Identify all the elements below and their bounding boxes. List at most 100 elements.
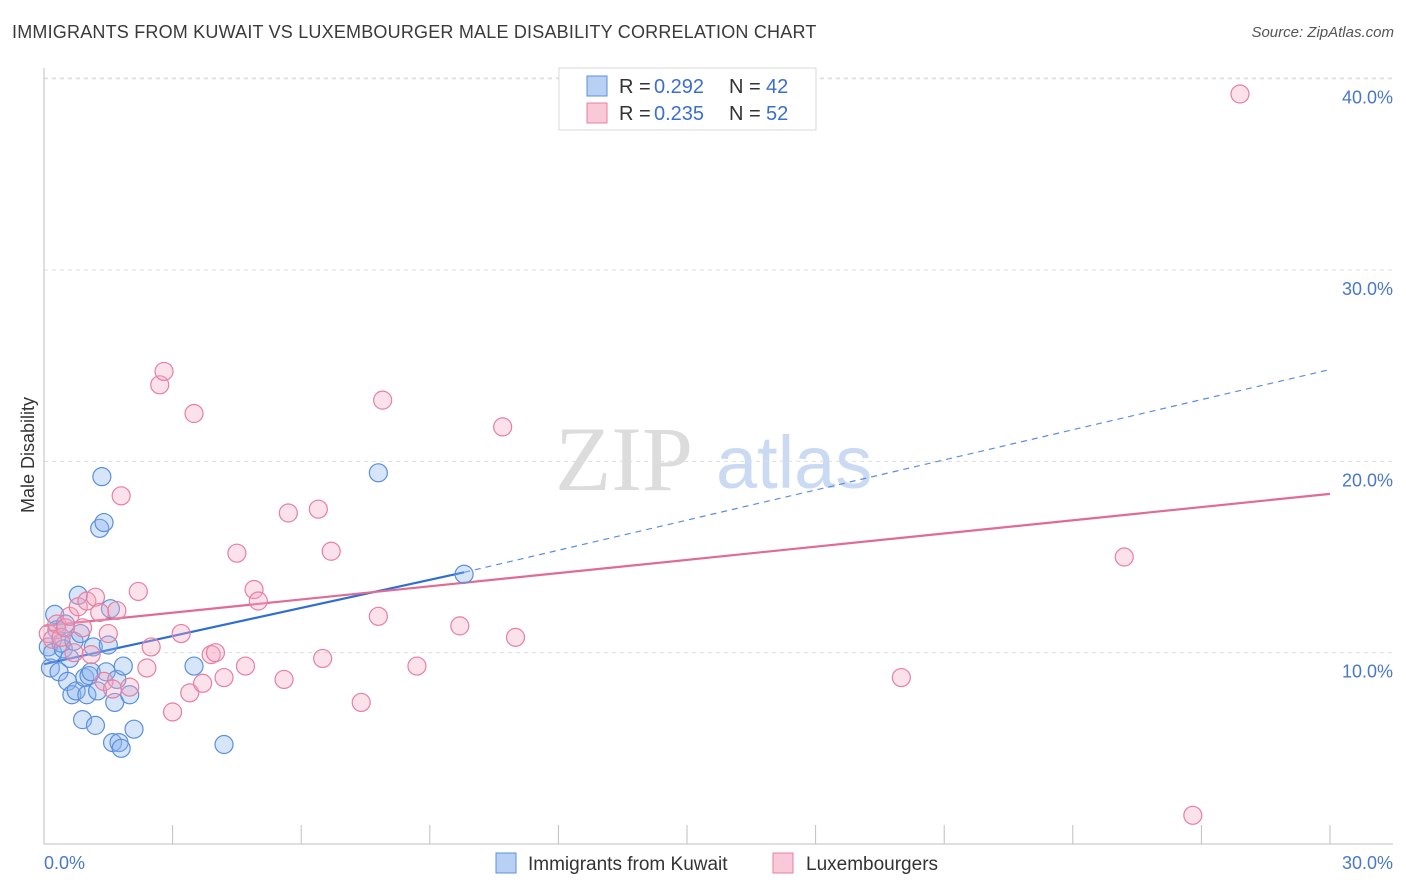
kuwait-point <box>96 662 116 682</box>
luxembourger-point <box>308 499 328 519</box>
tick-labels: 10.0% 20.0% 30.0% 40.0% 0.0% 30.0% <box>44 88 1393 873</box>
legend-bottom-lux-swatch <box>772 852 794 874</box>
chart-title: IMMIGRANTS FROM KUWAIT VS LUXEMBOURGER M… <box>12 22 817 42</box>
luxembourger-point <box>368 606 388 626</box>
kuwait-point <box>64 631 84 651</box>
kuwait-point <box>214 734 234 755</box>
kuwait-trend-extension <box>463 368 1331 573</box>
luxembourger-point <box>163 702 183 722</box>
kuwait-point <box>45 604 65 625</box>
luxembourger-point <box>137 658 157 678</box>
trend-lines <box>43 368 1331 666</box>
legend-kuwait-n-value: 42 <box>766 76 788 98</box>
legend-lux-n-value: 52 <box>766 103 788 125</box>
y-tick-label: 20.0% <box>1342 470 1393 490</box>
luxembourger-point <box>505 627 526 647</box>
legend-bottom-kuwait-swatch <box>495 852 517 874</box>
luxembourger-point <box>184 403 204 424</box>
x-tick-label: 30.0% <box>1342 853 1393 873</box>
luxembourger-point <box>227 543 247 563</box>
luxembourger-point <box>891 667 911 688</box>
legend-bottom-lux-label: Luxembourgers <box>806 854 938 875</box>
luxembourger-point <box>1114 547 1134 567</box>
luxembourger-point <box>205 643 226 663</box>
kuwait-point <box>111 738 131 758</box>
kuwait-point <box>454 564 474 584</box>
luxembourger-point <box>141 637 161 657</box>
luxembourger-point <box>51 627 71 647</box>
y-tick-label: 30.0% <box>1342 279 1393 299</box>
kuwait-point <box>81 662 101 682</box>
source-label: Source: ZipAtlas.com <box>1251 24 1394 41</box>
luxembourger-point <box>55 618 76 638</box>
luxembourger-point <box>193 673 213 693</box>
luxembourger-point <box>321 541 341 561</box>
luxembourger-point <box>278 503 298 523</box>
luxembourger-point <box>1230 84 1250 104</box>
gridlines <box>44 77 1393 654</box>
kuwait-point <box>53 639 73 659</box>
luxembourger-point <box>107 600 127 621</box>
luxembourger-point <box>373 390 393 410</box>
kuwait-point <box>92 467 112 487</box>
luxembourger-point <box>248 591 268 611</box>
luxembourger-point <box>90 602 110 623</box>
kuwait-point <box>94 512 114 533</box>
luxembourger-point <box>111 486 131 506</box>
kuwait-point <box>66 681 86 701</box>
luxembourger-point <box>98 623 118 644</box>
kuwait-point <box>77 685 97 705</box>
luxembourger-point <box>154 361 174 382</box>
data-points <box>38 84 1250 825</box>
kuwait-trend-line <box>43 571 465 666</box>
luxembourger-point <box>120 677 140 697</box>
luxembourger-point <box>180 683 200 703</box>
kuwait-point <box>98 635 118 655</box>
kuwait-point <box>120 685 140 705</box>
legend-top: R = 0.292 N = 42 R = 0.235 N = 52 <box>558 67 817 131</box>
legend-lux-swatch <box>586 102 608 124</box>
watermark-atlas: atlas <box>716 421 872 504</box>
legend-kuwait-r-label: R = <box>619 76 651 98</box>
watermark-zip: ZIP <box>555 408 693 510</box>
legend-kuwait-swatch <box>586 75 608 97</box>
luxembourger-point <box>274 669 294 690</box>
luxembourger-point <box>351 692 371 713</box>
luxembourger-point <box>72 618 93 638</box>
y-axis-label: Male Disability <box>18 397 38 513</box>
kuwait-point <box>87 681 108 701</box>
luxembourger-point <box>450 616 470 636</box>
luxembourger-point <box>64 643 84 663</box>
legend-lux-r-value: 0.235 <box>654 103 704 125</box>
kuwait-point <box>113 656 133 676</box>
y-tick-label: 40.0% <box>1342 88 1393 108</box>
y-tick-label: 10.0% <box>1342 662 1393 682</box>
legend-lux-n-label: N = <box>729 103 761 125</box>
luxembourger-trend-line <box>43 492 1331 627</box>
luxembourger-point <box>407 656 427 676</box>
luxembourger-point <box>1183 805 1203 825</box>
luxembourger-point <box>128 581 148 602</box>
axes <box>43 68 1393 845</box>
luxembourger-point <box>244 579 264 600</box>
legend-lux-r-label: R = <box>619 103 651 125</box>
legend-bottom-kuwait-label: Immigrants from Kuwait <box>528 854 728 875</box>
luxembourger-point <box>85 587 106 607</box>
luxembourger-point <box>81 644 101 665</box>
kuwait-point <box>124 719 144 739</box>
kuwait-point <box>184 656 204 676</box>
legend-bottom: Immigrants from Kuwait Luxembourgers <box>495 852 938 875</box>
kuwait-point <box>83 637 103 657</box>
x-tick-label: 0.0% <box>44 853 85 873</box>
luxembourger-point <box>493 417 513 437</box>
luxembourger-point <box>313 648 333 669</box>
kuwait-point <box>368 463 388 483</box>
luxembourger-point <box>235 656 256 676</box>
luxembourger-point <box>102 679 123 699</box>
luxembourger-point <box>214 667 234 688</box>
legend-kuwait-r-value: 0.292 <box>654 76 704 98</box>
luxembourger-point <box>171 623 191 644</box>
kuwait-point <box>85 715 106 735</box>
legend-kuwait-n-label: N = <box>729 76 761 98</box>
